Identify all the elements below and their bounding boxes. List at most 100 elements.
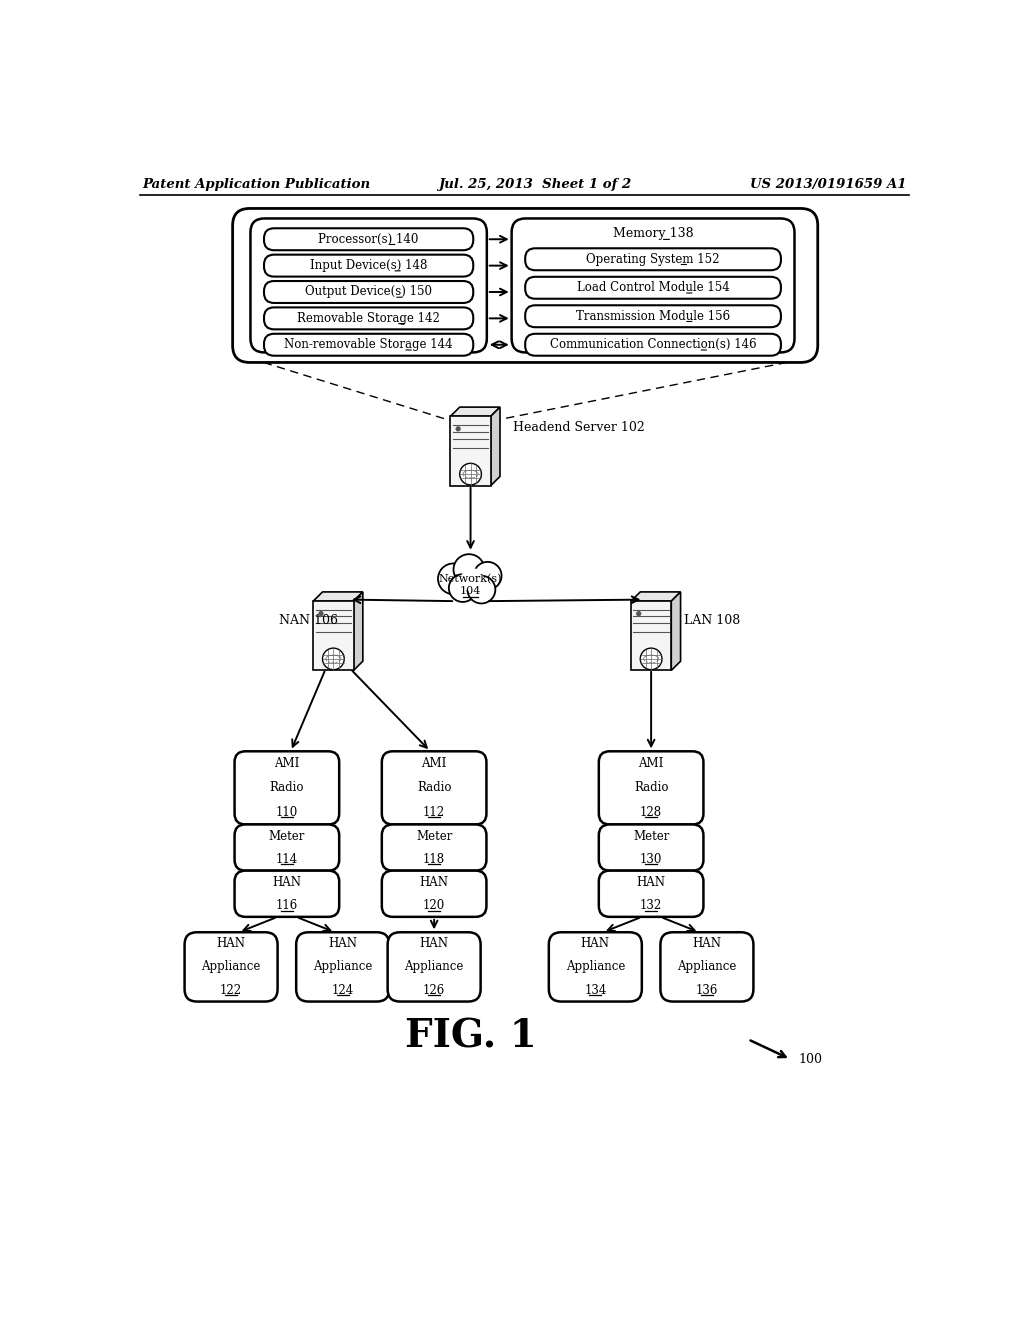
- Circle shape: [460, 463, 481, 484]
- FancyBboxPatch shape: [264, 228, 473, 251]
- Circle shape: [457, 426, 460, 430]
- FancyBboxPatch shape: [234, 825, 339, 871]
- FancyBboxPatch shape: [264, 308, 473, 330]
- Text: Appliance: Appliance: [202, 961, 261, 973]
- Text: 132: 132: [640, 899, 663, 912]
- Text: Transmission Module 156: Transmission Module 156: [575, 310, 730, 323]
- Text: Meter: Meter: [633, 829, 670, 842]
- Text: 118: 118: [423, 853, 445, 866]
- FancyBboxPatch shape: [382, 825, 486, 871]
- FancyBboxPatch shape: [599, 825, 703, 871]
- FancyBboxPatch shape: [549, 932, 642, 1002]
- Text: 110: 110: [275, 805, 298, 818]
- FancyBboxPatch shape: [525, 334, 781, 355]
- FancyBboxPatch shape: [264, 334, 473, 355]
- Text: Appliance: Appliance: [313, 961, 373, 973]
- Text: 114: 114: [275, 853, 298, 866]
- Text: Patent Application Publication: Patent Application Publication: [142, 178, 370, 190]
- Circle shape: [474, 562, 502, 590]
- Text: 124: 124: [332, 983, 354, 997]
- Text: Output Device(s) 150: Output Device(s) 150: [305, 285, 432, 298]
- Text: 134: 134: [584, 983, 606, 997]
- FancyBboxPatch shape: [525, 248, 781, 271]
- Text: Appliance: Appliance: [677, 961, 736, 973]
- Text: AMI: AMI: [274, 756, 300, 770]
- Text: Headend Server 102: Headend Server 102: [513, 421, 645, 434]
- Circle shape: [637, 611, 641, 615]
- Polygon shape: [353, 591, 362, 671]
- Circle shape: [640, 648, 662, 669]
- Text: Communication Connection(s) 146: Communication Connection(s) 146: [550, 338, 757, 351]
- Text: US 2013/0191659 A1: US 2013/0191659 A1: [751, 178, 907, 190]
- Text: Memory 138: Memory 138: [612, 227, 693, 240]
- Text: HAN: HAN: [216, 937, 246, 950]
- Polygon shape: [672, 591, 681, 671]
- Circle shape: [438, 564, 469, 594]
- Text: 112: 112: [423, 805, 445, 818]
- FancyBboxPatch shape: [660, 932, 754, 1002]
- Polygon shape: [313, 591, 362, 601]
- Circle shape: [461, 568, 483, 591]
- Text: 128: 128: [640, 805, 663, 818]
- FancyBboxPatch shape: [525, 305, 781, 327]
- Text: Jul. 25, 2013  Sheet 1 of 2: Jul. 25, 2013 Sheet 1 of 2: [438, 178, 631, 190]
- Text: 116: 116: [275, 899, 298, 912]
- Text: HAN: HAN: [328, 937, 357, 950]
- FancyBboxPatch shape: [599, 751, 703, 825]
- FancyBboxPatch shape: [382, 871, 486, 917]
- Text: AMI: AMI: [638, 756, 664, 770]
- Text: Non-removable Storage 144: Non-removable Storage 144: [285, 338, 453, 351]
- Circle shape: [454, 554, 484, 585]
- Text: HAN: HAN: [420, 875, 449, 888]
- FancyBboxPatch shape: [512, 219, 795, 352]
- Text: 122: 122: [220, 983, 242, 997]
- Circle shape: [323, 648, 344, 669]
- Polygon shape: [313, 601, 353, 671]
- Polygon shape: [490, 407, 500, 486]
- Text: 100: 100: [799, 1053, 822, 1065]
- Text: HAN: HAN: [637, 875, 666, 888]
- Text: 126: 126: [423, 983, 445, 997]
- Text: Radio: Radio: [634, 781, 669, 795]
- Text: Network(s): Network(s): [439, 574, 503, 583]
- Text: LAN 108: LAN 108: [684, 614, 740, 627]
- FancyBboxPatch shape: [234, 751, 339, 825]
- Text: Radio: Radio: [417, 781, 452, 795]
- Text: Appliance: Appliance: [565, 961, 625, 973]
- FancyBboxPatch shape: [184, 932, 278, 1002]
- Text: Meter: Meter: [416, 829, 453, 842]
- Polygon shape: [451, 407, 500, 416]
- FancyBboxPatch shape: [296, 932, 389, 1002]
- Circle shape: [449, 574, 477, 602]
- Text: HAN: HAN: [272, 875, 301, 888]
- Text: 120: 120: [423, 899, 445, 912]
- FancyBboxPatch shape: [232, 209, 818, 363]
- FancyBboxPatch shape: [264, 281, 473, 304]
- Text: Removable Storage 142: Removable Storage 142: [297, 312, 440, 325]
- Polygon shape: [631, 601, 672, 671]
- FancyBboxPatch shape: [264, 255, 473, 277]
- Circle shape: [467, 576, 496, 603]
- FancyBboxPatch shape: [599, 871, 703, 917]
- Text: Radio: Radio: [269, 781, 304, 795]
- Text: Load Control Module 154: Load Control Module 154: [577, 281, 729, 294]
- Text: 104: 104: [460, 586, 481, 597]
- Polygon shape: [631, 591, 681, 601]
- Text: Operating System 152: Operating System 152: [587, 252, 720, 265]
- Text: 136: 136: [695, 983, 718, 997]
- Polygon shape: [451, 416, 490, 486]
- Text: HAN: HAN: [692, 937, 722, 950]
- Text: 130: 130: [640, 853, 663, 866]
- Text: Input Device(s) 148: Input Device(s) 148: [310, 259, 427, 272]
- Text: HAN: HAN: [420, 937, 449, 950]
- Text: Appliance: Appliance: [404, 961, 464, 973]
- Text: HAN: HAN: [581, 937, 610, 950]
- Text: Processor(s) 140: Processor(s) 140: [318, 232, 419, 246]
- FancyBboxPatch shape: [388, 932, 480, 1002]
- Text: AMI: AMI: [422, 756, 446, 770]
- Text: Meter: Meter: [268, 829, 305, 842]
- FancyBboxPatch shape: [234, 871, 339, 917]
- FancyBboxPatch shape: [251, 219, 486, 352]
- FancyBboxPatch shape: [382, 751, 486, 825]
- Circle shape: [319, 611, 323, 615]
